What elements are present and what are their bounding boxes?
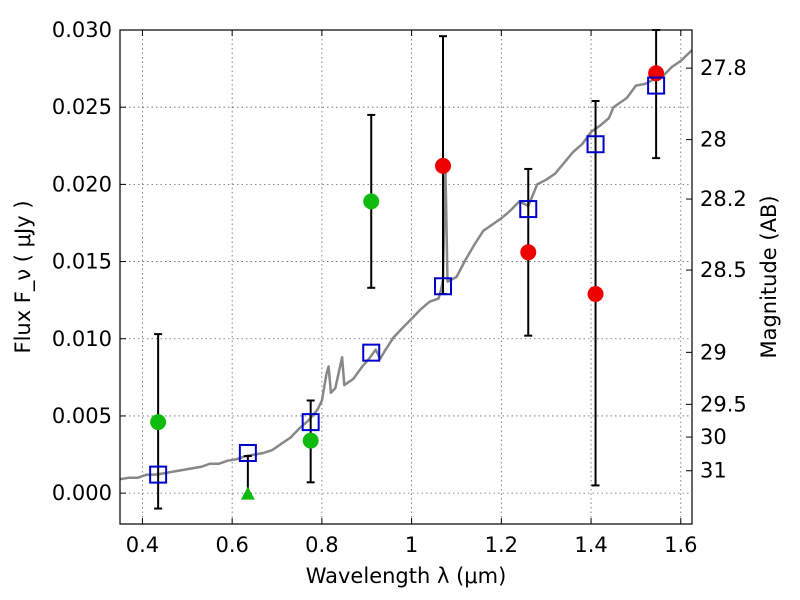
x-tick-label: 1.2 [485, 533, 518, 557]
magnitude-tick-label: 27.8 [700, 56, 747, 80]
model-band-point [362, 343, 381, 362]
data-point [363, 193, 380, 210]
x-tick-label: 1.6 [664, 533, 697, 557]
data-point [648, 65, 665, 82]
data-point [302, 432, 319, 449]
magnitude-tick-label: 31 [700, 459, 727, 483]
y-tick-label: 0.000 [52, 481, 112, 505]
plot-frame [119, 29, 693, 525]
y-tick-label: 0.005 [52, 404, 112, 428]
x-tick-label: 1 [405, 533, 418, 557]
model-band-point [434, 277, 453, 296]
magnitude-tick-label: 30 [700, 425, 727, 449]
x-tick-label: 0.4 [126, 533, 159, 557]
magnitude-tick-label: 29 [700, 340, 727, 364]
model-spectrum-line [119, 49, 693, 481]
y-axis-label: Flux F_ν ( μJy ) [11, 200, 36, 353]
x-tick-label: 0.6 [215, 533, 248, 557]
y-tick-label: 0.020 [52, 172, 112, 196]
data-markers [149, 65, 666, 500]
model-band-point [238, 443, 257, 462]
y-tick-label: 0.015 [52, 250, 112, 274]
data-point [435, 157, 452, 174]
upper-limit-point [240, 486, 255, 500]
model-band-point [301, 413, 320, 432]
x-tick-label: 1.4 [574, 533, 607, 557]
y-tick-label: 0.010 [52, 327, 112, 351]
magnitude-tick-label: 28.5 [700, 258, 747, 282]
model-band-point [519, 200, 538, 219]
y-tick-label: 0.030 [52, 18, 112, 42]
magnitude-axis-label: Magnitude (AB) [757, 195, 781, 358]
grid [120, 29, 692, 524]
data-point [520, 244, 537, 261]
data-point [150, 414, 167, 431]
magnitude-tick-label: 28.2 [700, 187, 747, 211]
ticks: 0.4 0.6 0.8 1 1.2 1.4 1.6 0.000 0.005 0.010 0.015 0… [52, 18, 747, 557]
model-band-point [647, 76, 666, 95]
x-tick-label: 0.8 [305, 533, 338, 557]
model-band-point [586, 135, 605, 154]
y-tick-label: 0.025 [52, 95, 112, 119]
magnitude-tick-label: 29.5 [700, 392, 747, 416]
model-band-point [149, 465, 168, 484]
magnitude-tick-label: 28 [700, 128, 727, 152]
x-axis-label: Wavelength λ (μm) [306, 564, 507, 588]
model-spectrum [119, 49, 693, 481]
data-point [587, 285, 604, 302]
